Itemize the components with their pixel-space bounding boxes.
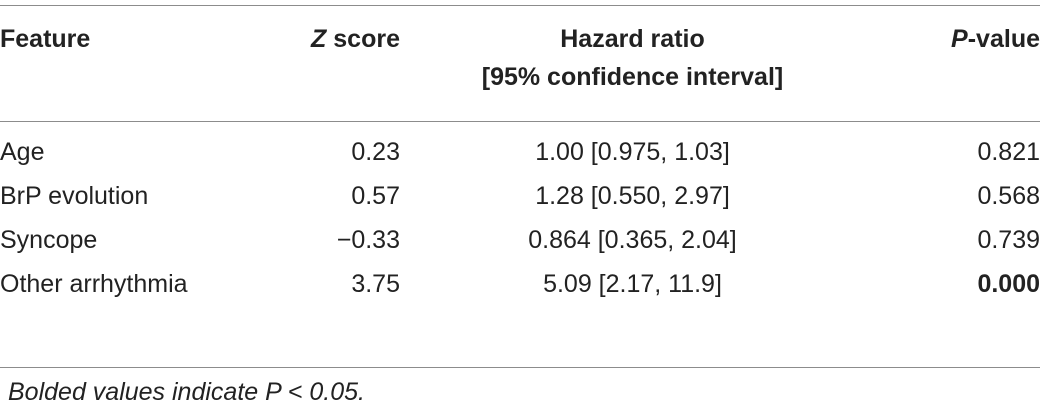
header-z-score: Z score xyxy=(200,20,400,121)
cell-hazard-ratio: 0.864 [0.365, 2.04] xyxy=(528,226,737,254)
cell-hazard-ratio: 5.09 [2.17, 11.9] xyxy=(543,270,722,298)
table-row: Syncope −0.33 0.864 [0.365, 2.04] 0.739 xyxy=(0,218,1040,262)
header-p-value: P-value xyxy=(865,20,1040,121)
cell-hazard-ratio: 1.28 [0.550, 2.97] xyxy=(535,182,730,210)
header-row: Feature Z score Hazard ratio [95% confide… xyxy=(0,20,1040,121)
hazard-ratio-table: Feature Z score Hazard ratio [95% confide… xyxy=(0,20,1040,306)
cell-feature: Other arrhythmia xyxy=(0,270,188,298)
cell-feature: Age xyxy=(0,138,45,166)
cell-p-value: 0.739 xyxy=(977,226,1040,254)
cell-z-score: 3.75 xyxy=(351,270,400,298)
header-hr-line2: [95% confidence interval] xyxy=(481,63,784,91)
cell-p-value: 0.821 xyxy=(977,138,1040,166)
table-row: BrP evolution 0.57 1.28 [0.550, 2.97] 0.… xyxy=(0,174,1040,218)
header-z-italic: Z xyxy=(311,25,327,53)
header-p-italic: P xyxy=(951,25,968,53)
cell-hazard-ratio: 1.00 [0.975, 1.03] xyxy=(535,138,730,166)
cell-p-value: 0.000 xyxy=(977,270,1040,298)
top-rule xyxy=(0,5,1040,6)
cell-z-score: 0.57 xyxy=(351,182,400,210)
cell-feature: Syncope xyxy=(0,226,98,254)
table-row: Age 0.23 1.00 [0.975, 1.03] 0.821 xyxy=(0,121,1040,174)
cell-p-value: 0.568 xyxy=(977,182,1040,210)
cell-feature: BrP evolution xyxy=(0,182,149,210)
header-hr-line1: Hazard ratio xyxy=(560,25,705,53)
table-row: Other arrhythmia 3.75 5.09 [2.17, 11.9] … xyxy=(0,262,1040,306)
table-footnote: Bolded values indicate P < 0.05. xyxy=(8,378,365,406)
header-rule xyxy=(0,121,1040,122)
header-p-rest: -value xyxy=(967,25,1040,53)
header-hazard-ratio: Hazard ratio [95% confidence interval] xyxy=(400,20,865,121)
header-z-rest: score xyxy=(326,25,400,53)
bottom-rule xyxy=(0,367,1040,368)
cell-z-score: 0.23 xyxy=(351,138,400,166)
header-feature: Feature xyxy=(0,25,91,53)
cell-z-score: −0.33 xyxy=(336,226,400,254)
